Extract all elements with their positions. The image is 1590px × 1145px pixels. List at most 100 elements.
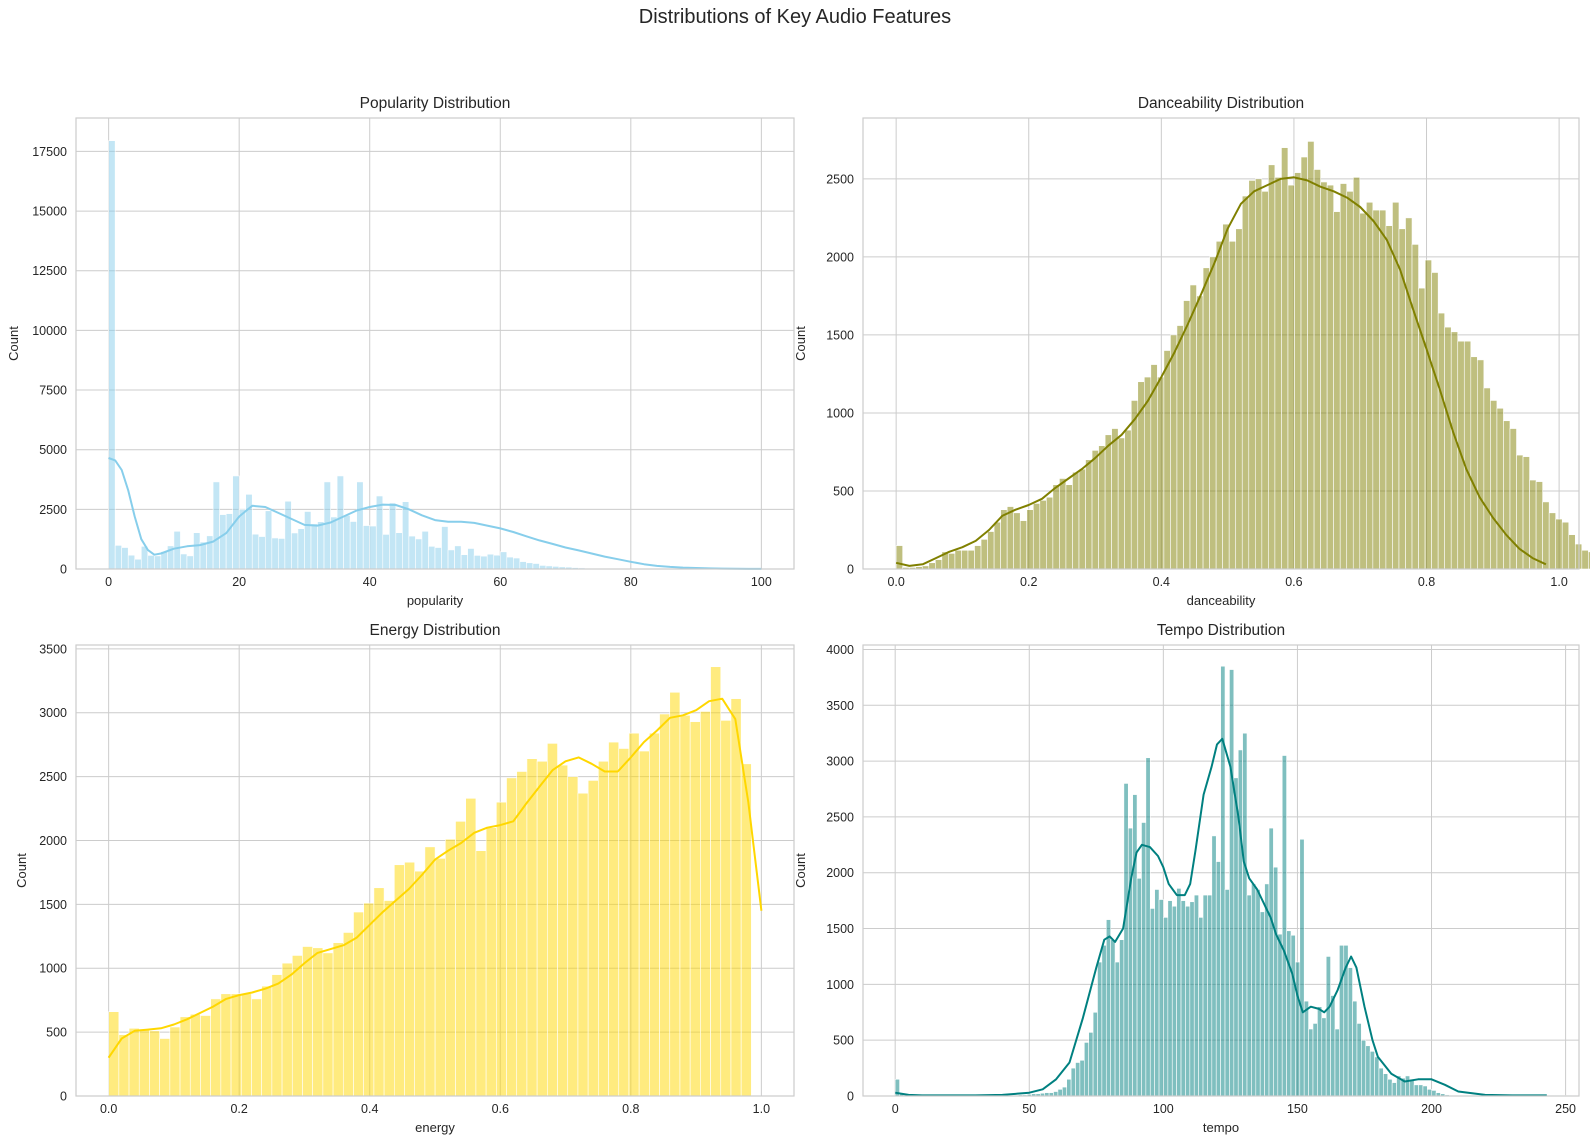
histogram-bar [689,721,701,1097]
histogram-bar [1052,484,1060,570]
histogram-bar [186,555,194,570]
y-tick-label: 17500 [32,145,67,159]
y-tick-label: 4000 [826,643,854,657]
histogram-bar [649,732,660,1097]
x-tick-label: 80 [624,575,638,589]
histogram-bar [1300,156,1308,570]
y-tick-label: 7500 [39,384,67,398]
histogram-bar [720,720,732,1097]
histogram-bar [1330,995,1336,1097]
histogram-bar [1136,878,1142,1097]
histogram-bar [225,513,233,570]
histogram-bar [1398,228,1406,570]
histogram-bar [1516,454,1524,570]
histogram-bar [1268,827,1274,1097]
x-tick-label: 60 [493,575,507,589]
histogram-bar [362,525,371,570]
histogram-bar [1242,732,1248,1097]
x-axis-label: tempo [1203,1120,1239,1135]
histogram-bar [948,553,956,570]
y-tick-label: 10000 [32,324,67,338]
histogram-bar [928,562,936,570]
histogram-bar [1185,905,1191,1097]
histogram-bar [993,521,1001,570]
figure-title: Distributions of Key Audio Features [638,6,952,28]
x-tick-label: 50 [1022,1102,1036,1116]
histogram-bar [382,534,390,570]
histogram-bar [1321,1017,1327,1097]
histogram-bar [261,985,273,1097]
y-tick-label: 0 [847,563,854,577]
histogram-bar [193,532,201,570]
histogram-bar [1470,356,1478,570]
histogram-bar [1422,1085,1428,1097]
chart-panel-energy: 0.0 0.2 0.4 0.6 0.8 1.0 0 500 1000 1500 2000 2500 30… [14,622,795,1135]
histogram-bar [532,563,540,570]
histogram-bar [1019,520,1028,570]
x-tick-label: 250 [1555,1102,1576,1116]
histogram-bar [1294,172,1302,570]
histogram-bar [1241,195,1250,570]
histogram-bar [1039,500,1047,570]
histogram-bar [1246,894,1252,1097]
histogram-bar [1176,325,1184,570]
histogram-bar [1326,184,1334,570]
y-tick-label: 0 [847,1090,854,1104]
y-axis-label: Count [6,326,21,361]
chart-panel-popularity: 0 20 40 60 80 100 0 2500 5000 7500 10000 12500 15000… [6,95,795,608]
chart-panel-tempo: 0 50 100 150 200 2500500100015002000250030003… [793,622,1580,1135]
histogram-bar [1072,471,1080,570]
histogram-bar [506,777,518,1097]
histogram-bar [1374,1056,1380,1097]
histogram-bar [389,502,397,570]
histogram-bar [1312,1023,1318,1097]
histogram-bar [147,555,155,570]
histogram-bar [1220,665,1226,1097]
histogram-bar [281,962,293,1097]
histogram-bar [330,516,338,570]
histogram-bar [1123,783,1129,1097]
histogram-bar [1261,191,1269,570]
panel-title: Energy Distribution [370,622,501,639]
histogram-bar [159,1038,171,1097]
y-tick-label: 2000 [826,866,854,880]
histogram-bar [1057,1089,1063,1097]
histogram-bar [1141,822,1147,1097]
y-tick-label: 500 [46,1026,67,1040]
histogram-bar [1264,883,1270,1097]
y-tick-label: 15000 [32,205,67,219]
x-tick-label: 0 [892,1102,899,1116]
histogram-bar [1066,1078,1072,1097]
histogram-bar [1237,749,1243,1097]
histogram-bar [1167,900,1173,1097]
histogram-bar [1290,934,1296,1097]
x-tick-label: 0.6 [1285,575,1302,589]
plot-frame [75,117,795,570]
x-tick-label: 0.8 [622,1102,639,1116]
y-tick-label: 3500 [39,642,67,656]
y-tick-label: 1500 [39,898,67,912]
plot-frame [862,117,1580,570]
histogram-bar [455,821,467,1097]
histogram-bar [1013,512,1021,570]
x-tick-label: 40 [363,575,377,589]
histogram-bar [547,743,558,1097]
histogram-bar [402,501,410,570]
histogram-bar [1383,1073,1389,1097]
histogram-bar [1548,512,1556,570]
histogram-bar [710,666,722,1097]
histogram-bar [1176,888,1182,1097]
histogram-bar [1000,509,1008,570]
histogram-bar [1170,334,1178,570]
histogram-bar [526,562,534,570]
histogram-bar [536,760,548,1097]
histogram-bar [441,526,449,570]
histogram-bar [1287,184,1295,570]
x-tick-label: 0.4 [1153,575,1170,589]
histogram-bar [1132,794,1138,1097]
x-axis-label: energy [415,1120,455,1135]
histogram-bar [1097,961,1103,1097]
histogram-bar [238,509,247,570]
histogram-bar [1006,506,1014,570]
histogram-bar [414,870,426,1097]
